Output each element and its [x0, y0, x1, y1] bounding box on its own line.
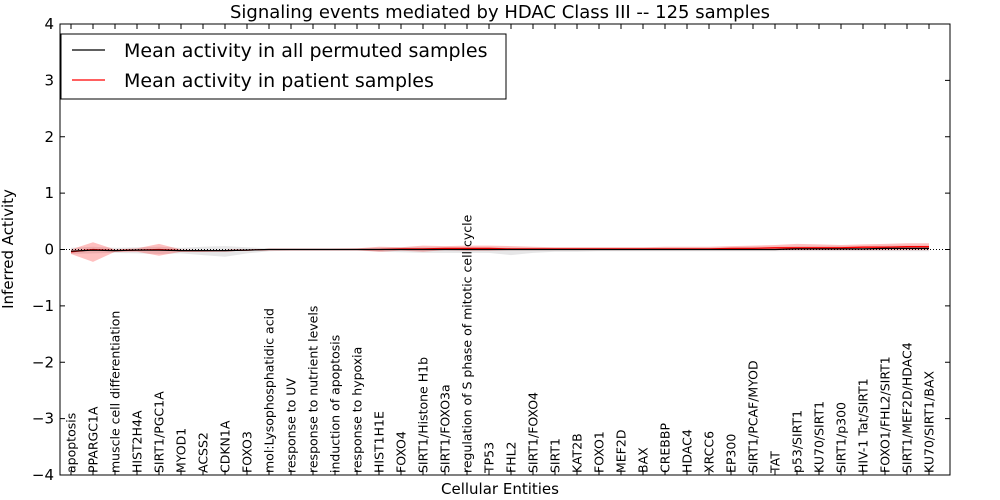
entity-labels: apoptosis PPARGC1A muscle cell differentia… [64, 214, 937, 474]
x-axis-label: Cellular Entities [441, 480, 559, 498]
entity-label: response to UV [284, 378, 299, 473]
entity-label: p53/SIRT1 [790, 410, 805, 473]
y-tick-label: 2 [44, 128, 54, 146]
entity-label: response to hypoxia [350, 347, 365, 473]
entity-label: CREBBP [658, 423, 673, 473]
entity-label: CDKN1A [218, 420, 233, 473]
entity-label: FOXO1/FHL2/SIRT1 [878, 356, 893, 473]
entity-label: XRCC6 [702, 431, 717, 473]
entity-label: BAX [636, 447, 651, 473]
entity-label: FHL2 [504, 441, 519, 473]
entity-label: FOXO3 [240, 431, 255, 473]
y-tick-label: 0 [44, 241, 54, 259]
entity-label: SIRT1/PCAF/MYOD [746, 360, 761, 473]
series-line-permuted [70, 247, 929, 252]
entity-label: PPARGC1A [86, 406, 101, 473]
y-tick-label: −3 [32, 410, 54, 428]
y-tick-label: −4 [32, 466, 54, 484]
entity-label: regulation of S phase of mitotic cell cy… [460, 214, 475, 473]
entity-label: EP300 [724, 434, 739, 473]
legend-box [60, 33, 507, 100]
entity-label: SIRT1/p300 [834, 402, 849, 473]
y-tick-label: −2 [32, 353, 54, 371]
entity-label: HDAC4 [680, 429, 695, 473]
entity-label: mol:Lysophosphatidic acid [262, 308, 277, 473]
legend-label-patient: Mean activity in patient samples [124, 70, 434, 92]
entity-label: MYOD1 [174, 428, 189, 473]
entity-label: SIRT1/MEF2D/HDAC4 [900, 342, 915, 473]
confidence-bands [71, 242, 929, 262]
entity-label: SIRT1/Histone H1b [416, 357, 431, 473]
entity-label: FOXO4 [394, 431, 409, 473]
y-axis-label: Inferred Activity [0, 189, 17, 309]
entity-label: KAT2B [570, 433, 585, 473]
chart-title: Signaling events mediated by HDAC Class … [230, 2, 770, 23]
entity-label: HIST2H4A [130, 410, 145, 473]
entity-label: KU70/SIRT1/BAX [922, 371, 937, 473]
series-lines [70, 246, 929, 253]
entity-label: HIV-1 Tat/SIRT1 [856, 378, 871, 473]
y-tick-label: −1 [32, 297, 54, 315]
entity-label: TAT [768, 451, 783, 474]
entity-label: apoptosis [64, 413, 79, 473]
entity-label: muscle cell differentiation [108, 311, 123, 473]
entity-label: MEF2D [614, 430, 629, 473]
x-axis [70, 24, 930, 475]
band-patient [71, 242, 929, 262]
entity-label: induction of apoptosis [328, 335, 343, 473]
y-axis: −4 −3 −2 −1 0 1 2 3 4 [32, 15, 950, 484]
y-tick-label: 4 [44, 15, 54, 33]
entity-label: FOXO1 [592, 431, 607, 473]
entity-label: response to nutrient levels [306, 306, 321, 473]
y-tick-label: 3 [44, 71, 54, 89]
entity-label: HIST1H1E [372, 411, 387, 473]
entity-label: SIRT1/FOXO4 [526, 392, 541, 473]
entity-label: ACSS2 [196, 432, 211, 473]
entity-label: SIRT1 [548, 438, 563, 473]
y-tick-label: 1 [44, 184, 54, 202]
entity-label: SIRT1/PGC1A [152, 391, 167, 473]
entity-label: SIRT1/FOXO3a [438, 384, 453, 473]
entity-label: TP53 [482, 442, 497, 474]
entity-label: KU70/SIRT1 [812, 401, 827, 473]
legend-label-permuted: Mean activity in all permuted samples [124, 40, 487, 62]
legend: Mean activity in all permuted samples Me… [60, 33, 507, 100]
